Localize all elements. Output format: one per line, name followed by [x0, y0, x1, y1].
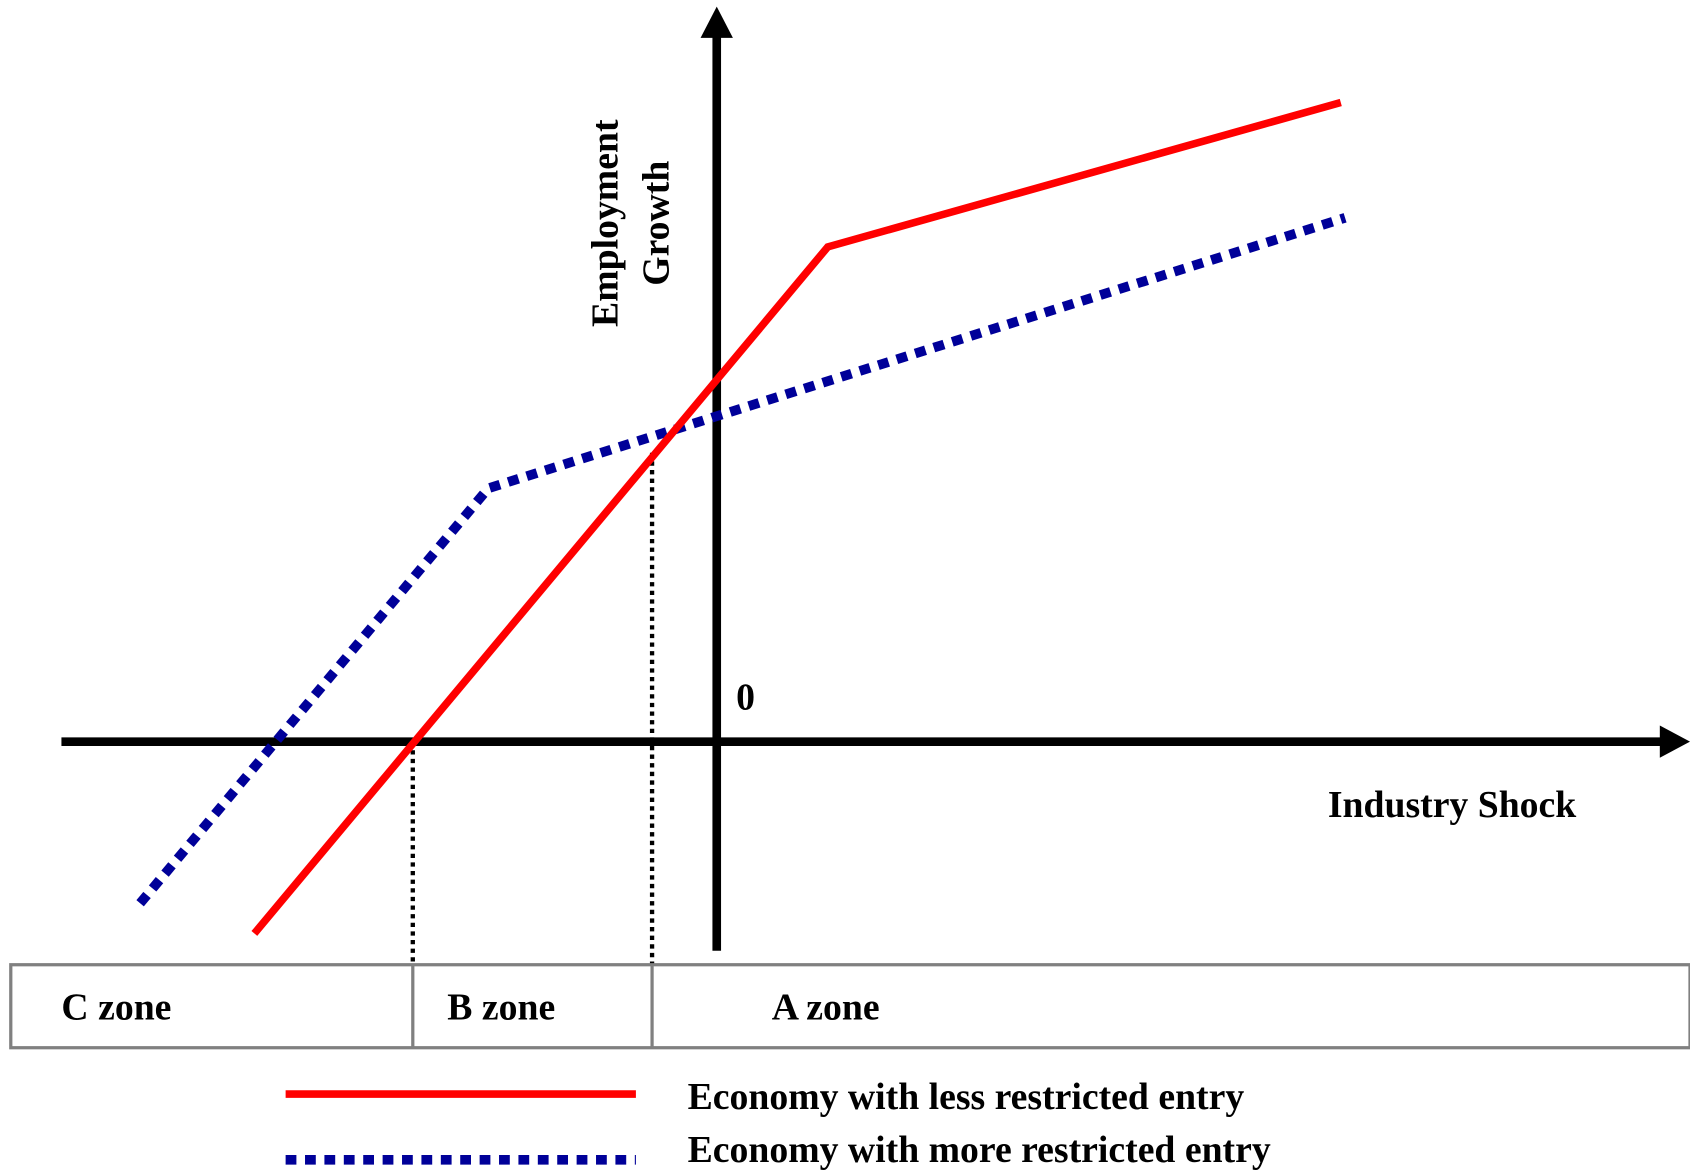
origin-label: 0 [736, 676, 755, 718]
zone-label: A zone [772, 987, 880, 1029]
restricted-curve [136, 213, 1347, 907]
y-axis-label: Employment [585, 119, 627, 327]
x-axis-arrow [1659, 725, 1690, 758]
zone-label: B zone [447, 987, 555, 1029]
y-axis-label: Growth [635, 161, 677, 286]
legend-label: Economy with more restricted entry [688, 1129, 1271, 1171]
x-axis-label: Industry Shock [1328, 784, 1576, 826]
y-axis-arrow [700, 6, 733, 38]
legend-label: Economy with less restricted entry [688, 1076, 1245, 1118]
unrestricted-curve [251, 98, 1342, 936]
zone-label: C zone [61, 987, 171, 1029]
zone-box [9, 963, 1690, 1050]
